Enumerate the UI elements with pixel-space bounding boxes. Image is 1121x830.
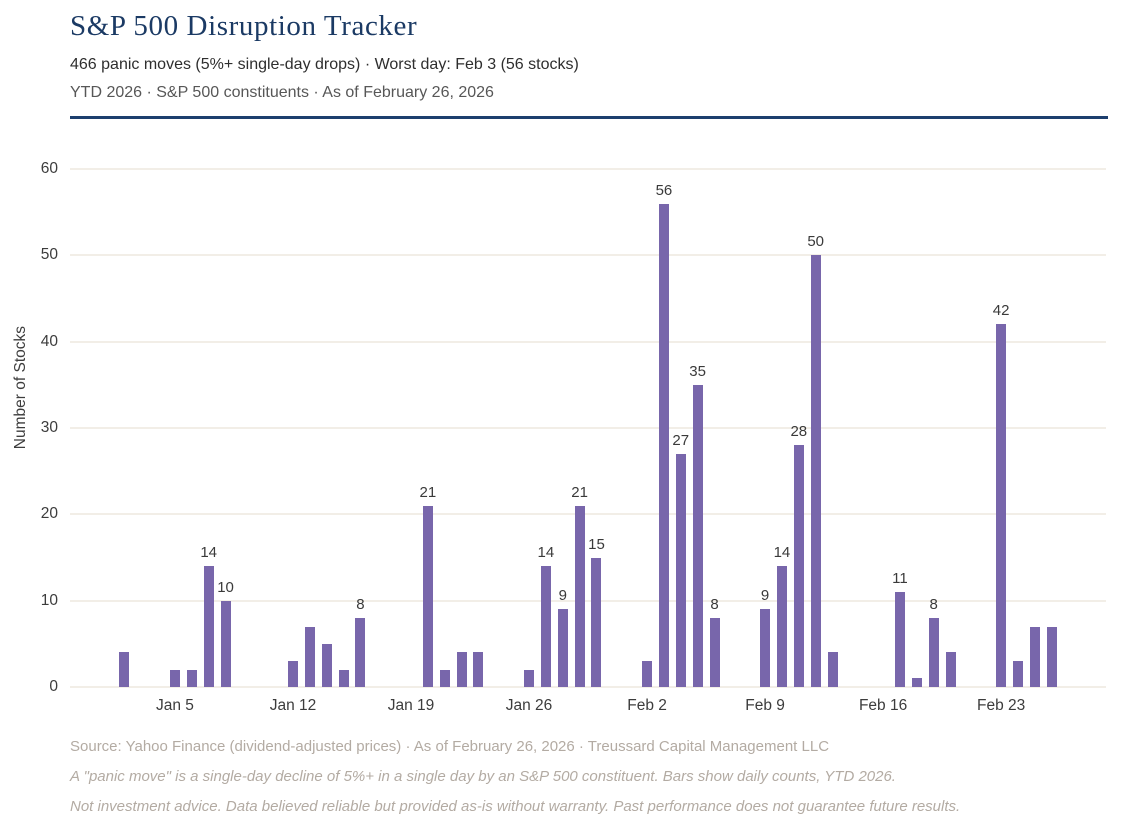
chart-subtitle: 466 panic moves (5%+ single-day drops) ·…: [70, 56, 579, 73]
x-tick-label-feb-16: Feb 16: [858, 697, 908, 714]
bar-jan-12: [288, 661, 298, 687]
bar-value-label-jan-28: 9: [558, 587, 567, 605]
bar-jan-27: [540, 566, 551, 687]
bar-jan-14: [321, 643, 332, 687]
disclaimer-note: Not investment advice. Data believed rel…: [70, 798, 961, 815]
x-tick-label-feb-2: Feb 2: [627, 697, 667, 714]
bar-value-label-feb-23: 42: [992, 302, 1010, 320]
x-tick-label-jan-19: Jan 19: [387, 697, 435, 714]
header-divider: [70, 116, 1108, 119]
bar-jan-5: [169, 669, 180, 687]
bar-value-label-feb-3: 56: [655, 181, 673, 199]
bar-feb-20: [945, 652, 956, 687]
bar-value-label-jan-27: 14: [537, 544, 555, 562]
bar-feb-26: [1046, 626, 1057, 687]
bar-jan-2: [119, 652, 130, 687]
source-line: Source: Yahoo Finance (dividend-adjusted…: [70, 738, 830, 755]
bar-feb-23: [996, 324, 1007, 687]
gridline-y40: [70, 340, 1106, 343]
gridline-y50: [70, 254, 1106, 257]
y-tick-label: 40: [40, 332, 58, 350]
y-tick-label: 10: [40, 591, 58, 609]
bar-jan-15: [338, 669, 349, 687]
bar-jan-13: [304, 626, 315, 687]
bar-feb-6: [709, 617, 720, 687]
bar-value-label-feb-6: 8: [710, 595, 719, 613]
x-tick-label-jan-26: Jan 26: [505, 697, 553, 714]
bar-feb-2: [642, 661, 653, 687]
bar-value-label-feb-17: 11: [892, 570, 908, 588]
bar-value-label-jan-7: 14: [200, 544, 218, 562]
bar-value-label-jan-8: 10: [217, 578, 234, 596]
chart-meta-line: YTD 2026 · S&P 500 constituents · As of …: [70, 84, 494, 101]
plot-area: Jan 5 Jan 12 Jan 19 Jan 26 Feb 2 Feb 9 Feb 16 F…: [70, 168, 1106, 714]
bar-feb-11: [793, 445, 804, 687]
bar-jan-6: [186, 669, 197, 687]
bar-jan-7: [203, 566, 214, 687]
bar-jan-29: [574, 505, 585, 687]
bar-value-label-feb-11: 28: [790, 423, 808, 441]
bar-value-label-jan-16: 8: [356, 595, 365, 613]
bar-jan-20: [422, 505, 433, 687]
x-tick-label-feb-23: Feb 23: [976, 697, 1026, 714]
bar-feb-3: [658, 203, 669, 687]
gridline-y20: [70, 513, 1106, 516]
bar-value-label-feb-4: 27: [672, 431, 690, 449]
bar-jan-8: [220, 600, 231, 687]
gridline-y10: [70, 599, 1106, 602]
bar-feb-12: [810, 255, 821, 687]
bar-value-label-jan-29: 21: [571, 483, 588, 501]
bar-feb-5: [692, 384, 703, 687]
bar-value-label-jan-20: 21: [419, 483, 437, 501]
bar-value-label-feb-19: 8: [929, 595, 938, 613]
x-tick-label-jan-5: Jan 5: [156, 697, 194, 714]
y-tick-label: 50: [40, 246, 58, 264]
page-title: S&P 500 Disruption Tracker: [70, 10, 418, 42]
definition-note: A "panic move" is a single-day decline o…: [70, 768, 896, 785]
bar-jan-23: [473, 652, 484, 687]
bar-feb-10: [776, 566, 787, 687]
bar-feb-17: [894, 592, 905, 687]
bar-value-label-feb-5: 35: [689, 362, 706, 380]
bar-feb-24: [1012, 661, 1023, 687]
bar-value-label-jan-30: 15: [588, 535, 605, 553]
bar-jan-21: [439, 669, 450, 687]
y-tick-label: 30: [40, 419, 58, 436]
bar-value-label-feb-12: 50: [807, 233, 824, 251]
gridline-y60: [70, 168, 1106, 170]
y-tick-label: 60: [40, 160, 58, 177]
bar-feb-19: [928, 617, 939, 687]
bar-jan-22: [456, 652, 467, 687]
x-tick-label-feb-9: Feb 9: [745, 697, 785, 714]
bar-jan-30: [591, 557, 602, 687]
x-tick-label-jan-12: Jan 12: [269, 697, 317, 714]
bar-jan-28: [557, 609, 568, 687]
bar-jan-16: [355, 617, 366, 687]
bar-jan-26: [524, 669, 535, 687]
bar-feb-18: [911, 678, 922, 687]
bar-feb-9: [760, 609, 771, 687]
bar-value-label-feb-9: 9: [760, 587, 770, 605]
bar-feb-13: [827, 652, 838, 687]
y-tick-label: 0: [49, 678, 58, 695]
bar-value-label-feb-10: 14: [773, 544, 791, 562]
y-tick-label: 20: [40, 505, 58, 523]
gridline-y0: [70, 686, 1106, 688]
bar-feb-4: [675, 453, 686, 687]
bar-feb-25: [1029, 626, 1040, 687]
gridline-y30: [70, 427, 1106, 429]
